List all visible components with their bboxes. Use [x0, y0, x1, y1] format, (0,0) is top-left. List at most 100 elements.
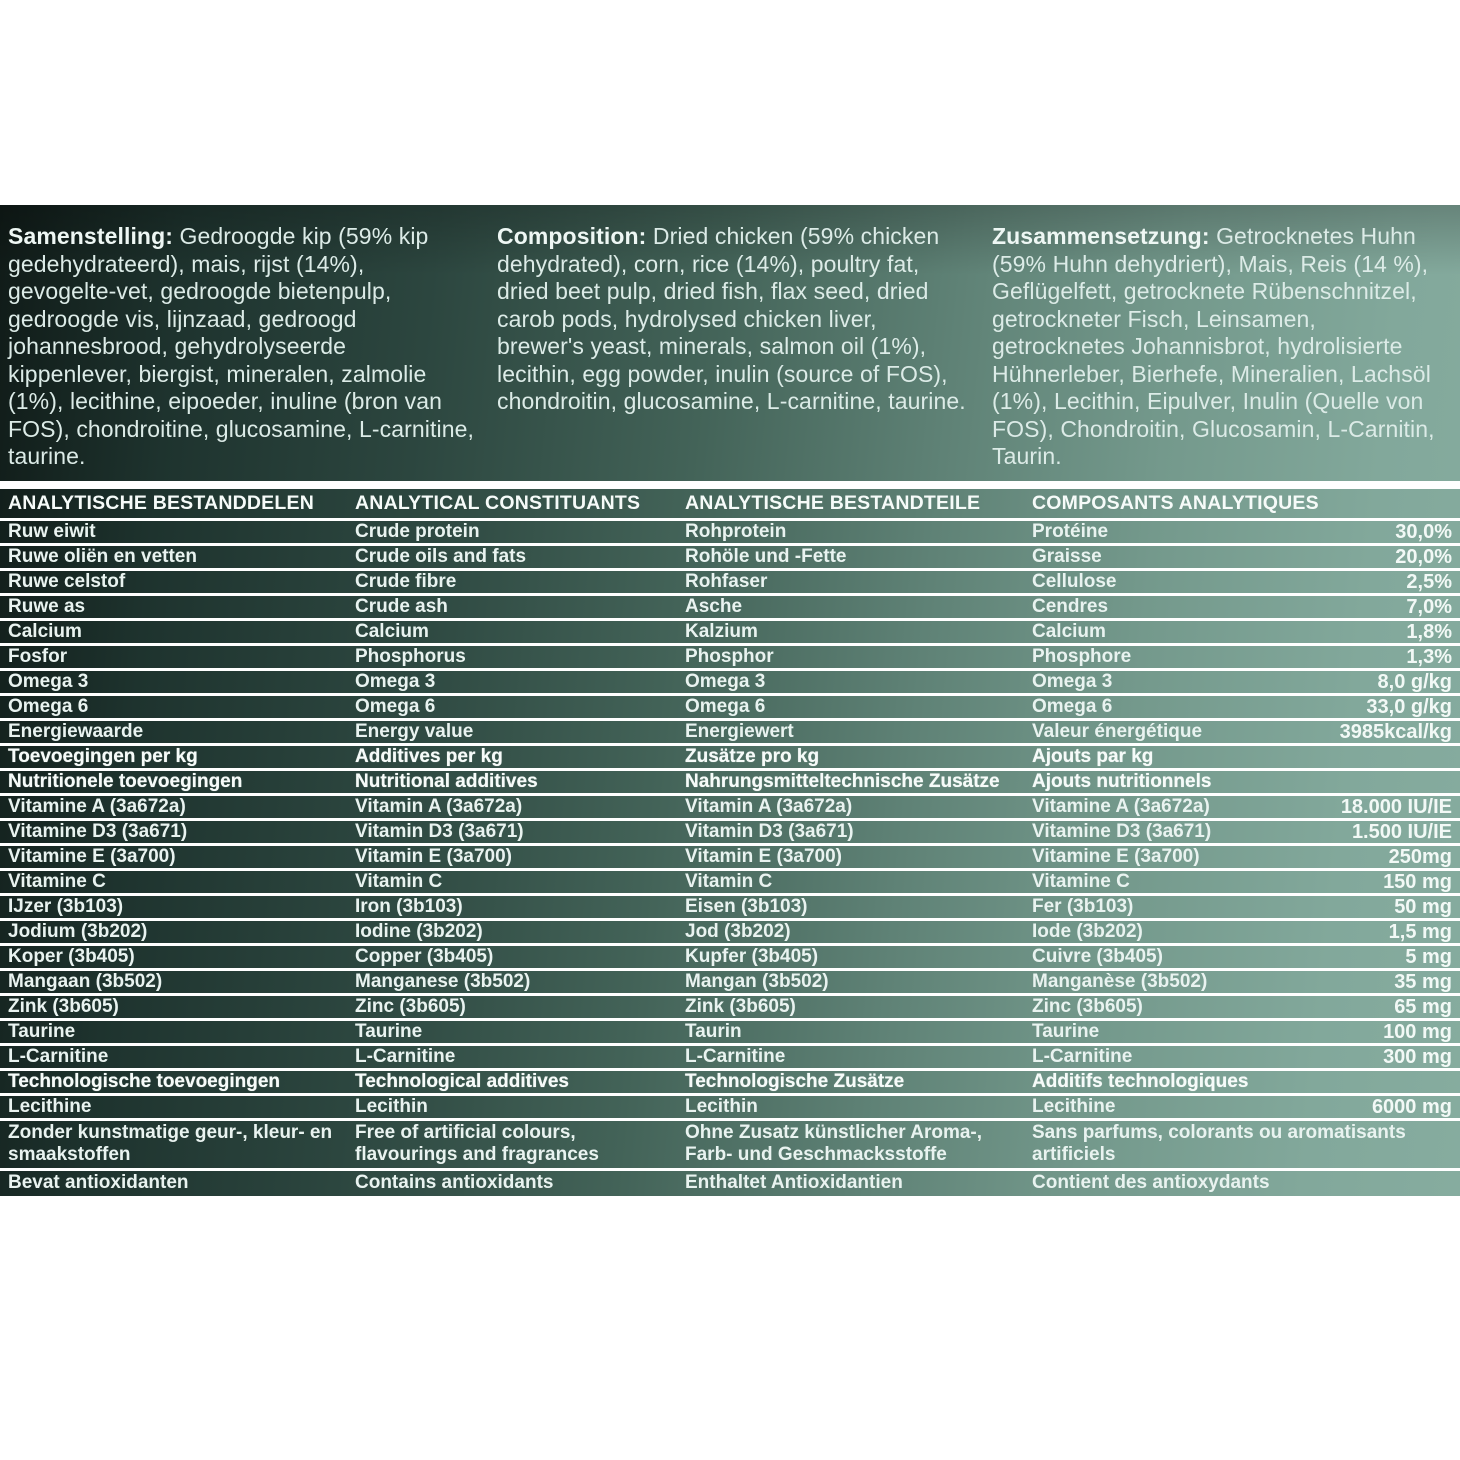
cell-value: 3985kcal/kg — [1339, 720, 1452, 743]
cell-value: 300 mg — [1383, 1045, 1452, 1068]
cell-german: Asche — [685, 595, 743, 617]
cell-value: 33,0 g/kg — [1366, 695, 1452, 718]
cell-french: Iode (3b202) — [1032, 920, 1143, 942]
cell-german: Ohne Zusatz künstlicher Aroma-, Farb- un… — [685, 1122, 983, 1165]
cell-french: Manganèse (3b502) — [1032, 970, 1208, 992]
cell-value: 8,0 g/kg — [1377, 670, 1452, 693]
cell-dutch: Fosfor — [8, 645, 68, 667]
cell-english: Vitamin D3 (3a671) — [355, 820, 524, 842]
cell-dutch: Vitamine A (3a672a) — [8, 795, 186, 817]
cell-german: Vitamin A (3a672a) — [685, 795, 853, 817]
cell-dutch: Toevoegingen per kg — [8, 745, 198, 767]
cell-german: Omega 3 — [685, 670, 766, 692]
table-row: L-Carnitine L-Carnitine L-Carnitine L-Ca… — [0, 1046, 1460, 1071]
cell-value: 100 mg — [1383, 1020, 1452, 1043]
cell-french: Vitamine E (3a700) — [1032, 845, 1200, 867]
table-row: Nutritionele toevoegingen Nutritional ad… — [0, 771, 1460, 796]
cell-german: Nahrungsmitteltechnische Zusätze — [685, 770, 1000, 792]
cell-french: Cendres — [1032, 595, 1109, 617]
composition-dutch-text: Gedroogde kip (59% kip gedehydrateerd), … — [8, 223, 474, 469]
cell-german: Rohprotein — [685, 520, 787, 542]
header-dutch: ANALYTISCHE BESTANDDELEN — [8, 492, 314, 514]
cell-french: Vitamine D3 (3a671) — [1032, 820, 1212, 842]
table-row: Technologische toevoegingen Technologica… — [0, 1071, 1460, 1096]
cell-french: Sans parfums, colorants ou aromatisants … — [1032, 1122, 1406, 1165]
cell-english: Manganese (3b502) — [355, 970, 531, 992]
table-row: Vitamine E (3a700) Vitamin E (3a700) Vit… — [0, 846, 1460, 871]
cell-english: Contains antioxidants — [355, 1172, 554, 1193]
cell-german: Kupfer (3b405) — [685, 945, 819, 967]
cell-german: Vitamin C — [685, 870, 773, 892]
cell-english: Iron (3b103) — [355, 895, 463, 917]
cell-dutch: Bevat antioxidanten — [8, 1172, 189, 1193]
header-french: COMPOSANTS ANALYTIQUES — [1032, 492, 1319, 514]
cell-value: 65 mg — [1394, 995, 1452, 1018]
cell-value: 1,3% — [1406, 645, 1452, 668]
cell-english: Energy value — [355, 720, 474, 742]
cell-german: Jod (3b202) — [685, 920, 791, 942]
cell-english: Iodine (3b202) — [355, 920, 483, 942]
cell-german: Zink (3b605) — [685, 995, 796, 1017]
composition-german: Zusammensetzung: Getrocknetes Huhn (59% … — [992, 223, 1452, 471]
cell-english: Copper (3b405) — [355, 945, 494, 967]
composition-dutch-label: Samenstelling: — [8, 223, 173, 249]
cell-french: Additifs technologiques — [1032, 1070, 1249, 1092]
cell-dutch: Taurine — [8, 1020, 76, 1042]
cell-english: Omega 6 — [355, 695, 436, 717]
cell-german: L-Carnitine — [685, 1045, 786, 1067]
cell-value: 18.000 IU/IE — [1340, 795, 1452, 818]
cell-english: L-Carnitine — [355, 1045, 456, 1067]
cell-dutch: Zink (3b605) — [8, 995, 119, 1017]
cell-dutch: Vitamine C — [8, 870, 106, 892]
cell-value: 1,8% — [1406, 620, 1452, 643]
cell-french: Phosphore — [1032, 645, 1132, 667]
cell-english: Phosphorus — [355, 645, 466, 667]
cell-french: Contient des antioxydants — [1032, 1172, 1270, 1193]
cell-english: Crude ash — [355, 595, 448, 617]
composition-dutch: Samenstelling: Gedroogde kip (59% kip ge… — [8, 223, 480, 471]
cell-value: 250mg — [1388, 845, 1452, 868]
cell-dutch: Vitamine D3 (3a671) — [8, 820, 188, 842]
cell-german: Omega 6 — [685, 695, 766, 717]
table-row: Lecithine Lecithin Lecithin Lecithine 60… — [0, 1096, 1460, 1121]
cell-value: 50 mg — [1394, 895, 1452, 918]
cell-german: Lecithin — [685, 1095, 758, 1117]
cell-value: 7,0% — [1406, 595, 1452, 618]
table-row: Calcium Calcium Kalzium Calcium 1,8% — [0, 621, 1460, 646]
cell-english: Taurine — [355, 1020, 423, 1042]
cell-german: Mangan (3b502) — [685, 970, 829, 992]
cell-dutch: Koper (3b405) — [8, 945, 135, 967]
cell-dutch: Ruwe as — [8, 595, 86, 617]
cell-english: Crude protein — [355, 520, 480, 542]
cell-value: 5 mg — [1405, 945, 1452, 968]
table-row: Fosfor Phosphorus Phosphor Phosphore 1,3… — [0, 646, 1460, 671]
table-row: Taurine Taurine Taurin Taurine 100 mg — [0, 1021, 1460, 1046]
cell-french: Ajouts par kg — [1032, 745, 1154, 767]
cell-french: Protéine — [1032, 520, 1109, 542]
table-row: Zink (3b605) Zinc (3b605) Zink (3b605) Z… — [0, 996, 1460, 1021]
cell-german: Zusätze pro kg — [685, 745, 820, 767]
table-row: Ruw eiwit Crude protein Rohprotein Proté… — [0, 521, 1460, 546]
cell-german: Energiewert — [685, 720, 794, 742]
cell-dutch: Omega 3 — [8, 670, 89, 692]
cell-value: 20,0% — [1395, 545, 1452, 568]
cell-german: Enthaltet Antioxidantien — [685, 1172, 903, 1193]
cell-dutch: Calcium — [8, 620, 82, 642]
cell-french: Calcium — [1032, 620, 1106, 642]
cell-french: Cellulose — [1032, 570, 1117, 592]
table-row: Toevoegingen per kg Additives per kg Zus… — [0, 746, 1460, 771]
cell-dutch: Zonder kunstmatige geur-, kleur- en smaa… — [8, 1122, 333, 1165]
cell-english: Crude oils and fats — [355, 545, 527, 567]
composition-german-label: Zusammensetzung: — [992, 223, 1210, 249]
cell-english: Calcium — [355, 620, 429, 642]
cell-german: Rohfaser — [685, 570, 768, 592]
cell-dutch: L-Carnitine — [8, 1045, 109, 1067]
cell-german: Taurin — [685, 1020, 742, 1042]
cell-french: Lecithine — [1032, 1095, 1116, 1117]
table-row: Ruwe celstof Crude fibre Rohfaser Cellul… — [0, 571, 1460, 596]
cell-french: Zinc (3b605) — [1032, 995, 1143, 1017]
cell-value: 1.500 IU/IE — [1351, 820, 1452, 843]
cell-value: 150 mg — [1383, 870, 1452, 893]
cell-dutch: Energiewaarde — [8, 720, 144, 742]
